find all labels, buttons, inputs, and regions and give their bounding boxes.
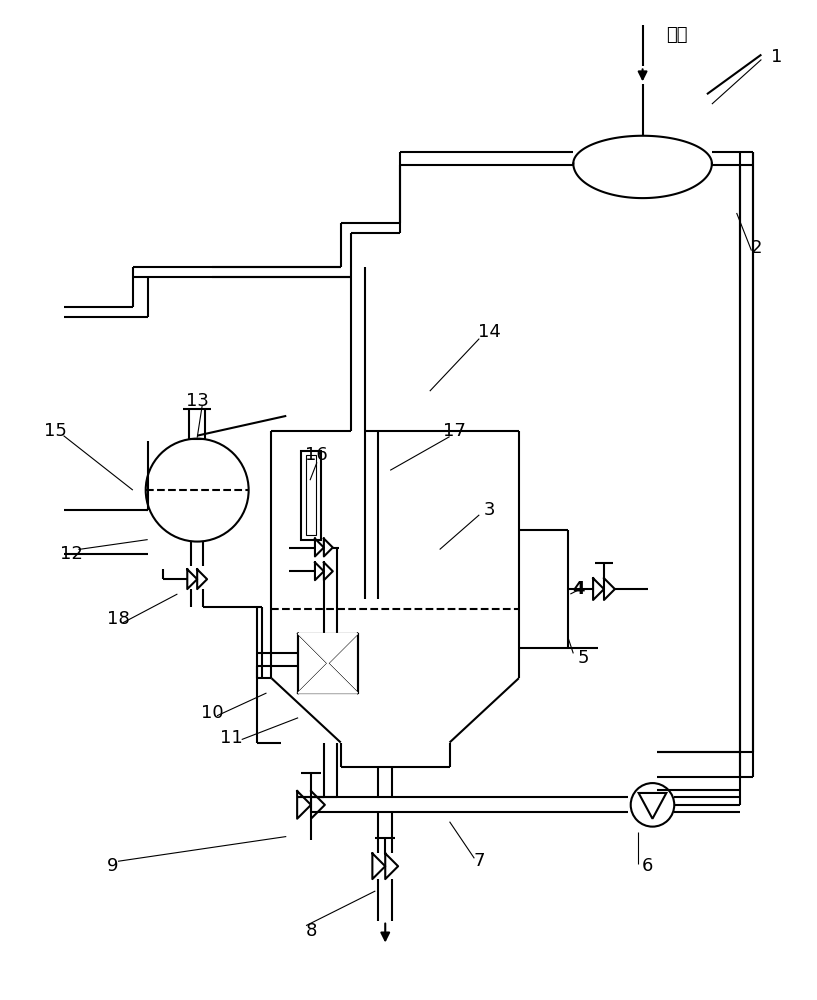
Text: 空气: 空气 — [667, 26, 688, 44]
Text: 2: 2 — [751, 239, 762, 257]
Text: 16: 16 — [305, 446, 328, 464]
Text: 3: 3 — [484, 501, 495, 519]
Text: 15: 15 — [44, 422, 67, 440]
Text: 14: 14 — [478, 323, 501, 341]
Text: 10: 10 — [201, 704, 223, 722]
Polygon shape — [298, 634, 358, 663]
Text: 7: 7 — [474, 852, 485, 870]
Bar — [298, 634, 358, 693]
Text: 9: 9 — [107, 857, 118, 875]
Text: 13: 13 — [185, 392, 208, 410]
Text: 1: 1 — [770, 48, 782, 66]
Text: 18: 18 — [107, 610, 129, 628]
Text: 6: 6 — [642, 857, 654, 875]
Text: 17: 17 — [443, 422, 466, 440]
Text: 5: 5 — [578, 649, 589, 667]
Text: 4: 4 — [572, 580, 584, 598]
Text: 12: 12 — [60, 545, 83, 563]
Polygon shape — [298, 663, 358, 693]
Bar — [306, 455, 316, 535]
Text: 11: 11 — [221, 729, 243, 747]
Bar — [301, 451, 321, 540]
Text: 8: 8 — [306, 922, 317, 940]
Bar — [298, 634, 358, 693]
